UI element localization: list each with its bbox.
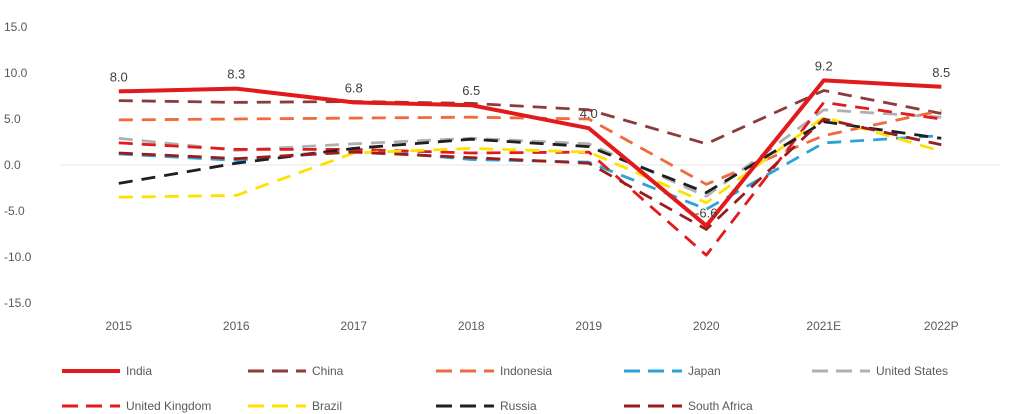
legend-item: United States — [812, 364, 948, 378]
legend-item: China — [248, 364, 344, 378]
legend-label: Japan — [688, 364, 721, 378]
series-lines — [118, 78, 942, 257]
data-label-india: -6.6 — [695, 206, 717, 221]
x-tick-label: 2019 — [575, 319, 602, 333]
legend-label: United States — [876, 364, 948, 378]
legend-label: India — [126, 364, 152, 378]
legend-item: Brazil — [248, 399, 342, 413]
data-label-india: 6.5 — [462, 83, 480, 98]
legend-item: India — [62, 364, 152, 378]
legend-item: South Africa — [624, 399, 753, 413]
y-tick-label: -15.0 — [4, 296, 32, 310]
x-tick-label: 2018 — [458, 319, 485, 333]
data-label-india: 6.8 — [345, 80, 363, 95]
series-line-china — [118, 89, 942, 146]
y-axis: 15.0 10.0 5.0 0.0 -5.0 -10.0 -15.0 — [4, 20, 1000, 310]
data-label-india: 4.0 — [580, 106, 598, 121]
legend: India China Indonesia Japan United States Uni… — [62, 364, 948, 413]
legend-item: Indonesia — [436, 364, 552, 378]
series-line-south-africa — [118, 117, 942, 231]
series-line-india — [118, 78, 942, 228]
series-line-japan — [118, 134, 942, 211]
x-tick-label: 2020 — [693, 319, 720, 333]
y-tick-label: -10.0 — [4, 250, 32, 264]
legend-label: China — [312, 364, 344, 378]
legend-label: South Africa — [688, 399, 753, 413]
y-tick-label: -5.0 — [4, 204, 25, 218]
legend-item: United Kingdom — [62, 399, 211, 413]
data-labels: 8.0 8.3 6.8 6.5 4.0 -6.6 9.2 8.5 — [110, 58, 951, 220]
y-tick-label: 15.0 — [4, 20, 28, 34]
series-line-russia — [118, 120, 942, 195]
y-tick-label: 5.0 — [4, 112, 21, 126]
legend-label: Russia — [500, 399, 537, 413]
series-line-brazil — [118, 115, 942, 205]
y-tick-label: 0.0 — [4, 158, 21, 172]
x-tick-label: 2021E — [806, 319, 841, 333]
legend-label: United Kingdom — [126, 399, 211, 413]
legend-item: Japan — [624, 364, 721, 378]
data-label-india: 8.0 — [110, 69, 128, 84]
series-line-united-states — [118, 108, 942, 198]
y-tick-label: 10.0 — [4, 66, 28, 80]
series-line-united-kingdom — [118, 101, 942, 257]
data-label-india: 8.3 — [227, 67, 245, 82]
legend-item: Russia — [436, 399, 537, 413]
x-tick-label: 2016 — [223, 319, 250, 333]
legend-label: Brazil — [312, 399, 342, 413]
data-label-india: 9.2 — [815, 58, 833, 73]
x-axis: 2015 2016 2017 2018 2019 2020 2021E 2022P — [105, 319, 958, 333]
x-tick-label: 2015 — [105, 319, 132, 333]
data-label-india: 8.5 — [932, 65, 950, 80]
x-tick-label: 2017 — [340, 319, 367, 333]
x-tick-label: 2022P — [924, 319, 959, 333]
legend-label: Indonesia — [500, 364, 552, 378]
